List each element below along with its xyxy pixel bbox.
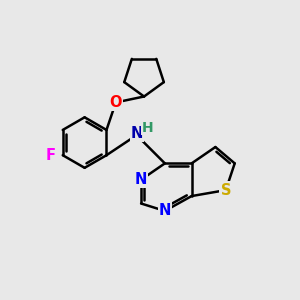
Text: N: N (135, 172, 147, 187)
Text: S: S (220, 183, 231, 198)
Text: H: H (142, 121, 154, 135)
Text: O: O (110, 95, 122, 110)
Text: N: N (159, 203, 171, 218)
Text: F: F (45, 148, 55, 163)
Text: N: N (130, 126, 143, 141)
